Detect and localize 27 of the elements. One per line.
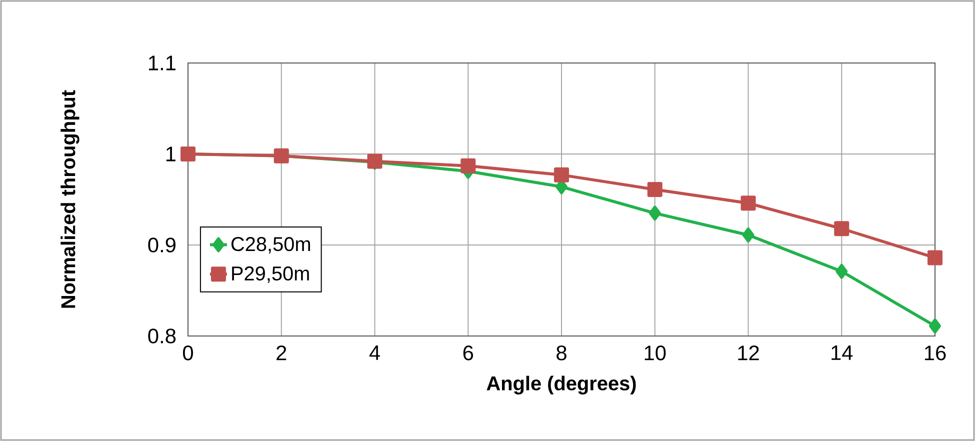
- x-tick-label: 10: [644, 346, 666, 360]
- point: [742, 227, 754, 242]
- point: [740, 196, 756, 211]
- x-tick-label: 12: [738, 346, 759, 360]
- x-tick-label: 16: [924, 346, 946, 360]
- point: [836, 264, 848, 279]
- legend-label: P29,50m: [232, 266, 309, 283]
- x-tick-label: 8: [556, 346, 566, 360]
- x-tick-label: 2: [276, 346, 286, 360]
- y-tick-label: 0.9: [148, 238, 176, 252]
- point: [928, 250, 943, 266]
- point: [929, 318, 942, 334]
- point: [554, 167, 570, 182]
- y-axis-title: Normalized throughput: [60, 90, 80, 308]
- y-tick-label: 0.8: [148, 328, 176, 344]
- x-tick-label: 0: [182, 346, 193, 360]
- legend-label: C28,50m: [231, 237, 310, 254]
- point: [460, 158, 476, 174]
- y-tick-label: 1: [166, 146, 176, 162]
- point: [648, 206, 661, 221]
- x-axis-title: Angle (degrees): [486, 376, 636, 394]
- x-tick-label: 6: [463, 346, 474, 360]
- x-tick-label: 4: [369, 346, 380, 360]
- point: [647, 182, 662, 197]
- point: [834, 221, 850, 236]
- x-tick-label: 14: [832, 346, 853, 360]
- y-tick-label: 1.1: [148, 56, 176, 70]
